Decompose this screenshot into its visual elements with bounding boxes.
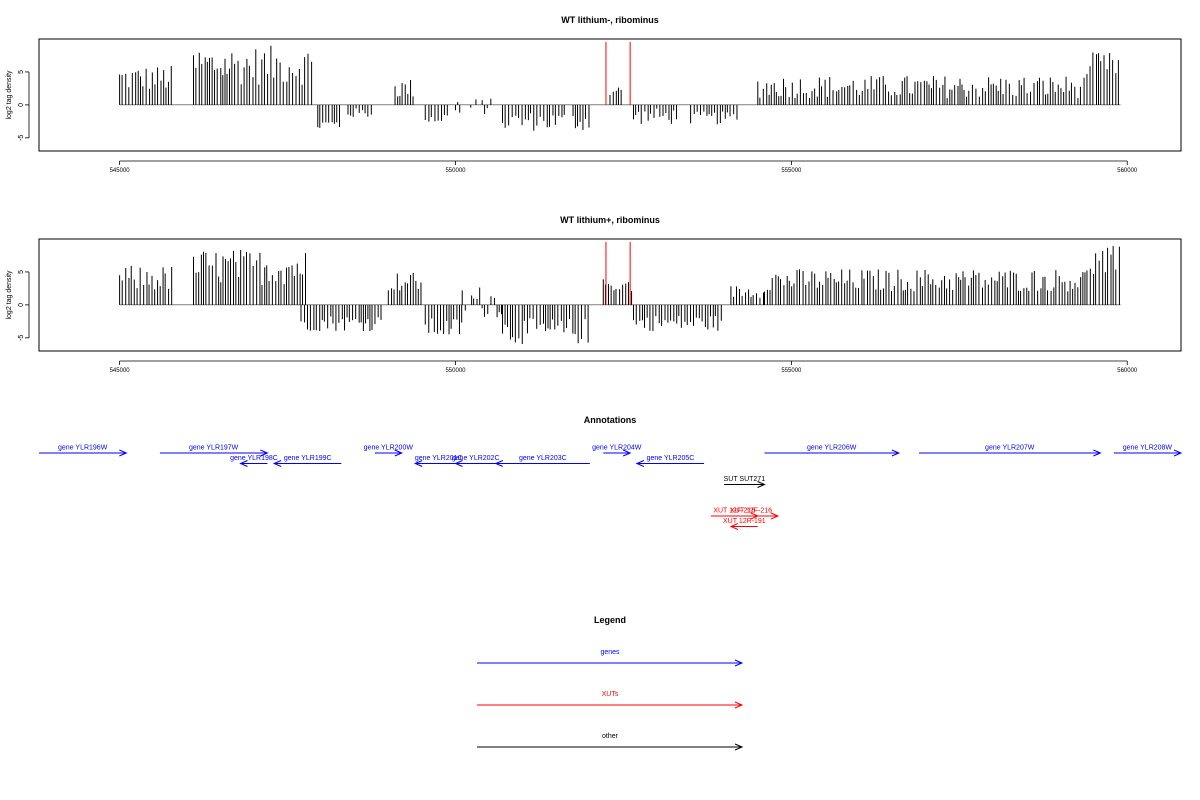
legend-arrowhead bbox=[734, 659, 744, 667]
x-tick-label: 545000 bbox=[110, 368, 131, 374]
feature-label: XUT 12R-191 bbox=[723, 518, 766, 525]
feature-other: SUT SUT271 bbox=[724, 476, 766, 488]
legend-item: other bbox=[477, 733, 744, 751]
feature-arrowhead bbox=[635, 460, 645, 467]
feature-gene: gene YLR207W bbox=[919, 445, 1102, 457]
feature-gene: gene YLR205C bbox=[635, 455, 705, 467]
legend-label: genes bbox=[600, 649, 620, 656]
feature-label: gene YLR204W bbox=[592, 445, 642, 452]
feature-label: gene YLR197W bbox=[189, 445, 239, 452]
legend-arrowhead bbox=[734, 743, 744, 751]
feature-arrowhead bbox=[119, 449, 128, 457]
feature-arrowhead bbox=[891, 449, 901, 457]
feature-arrowhead bbox=[1093, 449, 1102, 457]
legend-label: XUTs bbox=[602, 691, 619, 698]
feature-xut: XUT 12R-191 bbox=[723, 518, 766, 530]
feature-label: gene YLR202C bbox=[452, 455, 500, 462]
feature-arrowhead bbox=[770, 512, 780, 520]
y-tick-label: 5 bbox=[18, 70, 25, 74]
x-axis: 545000 550000 555000 560000 bbox=[110, 160, 1138, 174]
y-tick-label: 5 bbox=[18, 270, 25, 274]
x-tick-label: 545000 bbox=[110, 168, 131, 174]
feature-gene: gene YLR199C bbox=[272, 455, 342, 467]
track-title: WT lithium+, ribominus bbox=[560, 215, 660, 225]
feature-gene: gene YLR196W bbox=[39, 445, 128, 457]
y-axis-label: log2 tag density bbox=[6, 270, 13, 320]
plot-frame bbox=[38, 38, 1182, 152]
feature-label: gene YLR196W bbox=[58, 445, 108, 452]
x-tick-label: 560000 bbox=[1117, 368, 1138, 374]
feature-arrowhead bbox=[729, 523, 739, 530]
highlight-markers bbox=[605, 242, 631, 305]
legend-arrowhead bbox=[734, 701, 744, 709]
y-tick-label: 0 bbox=[18, 103, 25, 107]
y-axis: -5 0 5 bbox=[18, 270, 30, 341]
feature-xut: XUT 12F-216 bbox=[724, 508, 780, 520]
feature-label: XUT 12F-216 bbox=[713, 508, 755, 515]
feature-gene: gene YLR204W bbox=[592, 445, 642, 457]
legend-items: genes XUTs other bbox=[477, 649, 744, 751]
legend-panel: Legend genes XUTs other bbox=[477, 615, 744, 751]
x-tick-label: 555000 bbox=[781, 168, 802, 174]
legend-item: XUTs bbox=[477, 691, 744, 709]
feature-list: gene YLR196W gene YLR197W gene YLR198C gene… bbox=[39, 445, 1183, 530]
feature-label: gene YLR208W bbox=[1123, 445, 1173, 452]
feature-arrowhead bbox=[494, 460, 503, 467]
feature-label: gene YLR198C bbox=[230, 455, 278, 462]
feature-arrowhead bbox=[413, 460, 423, 467]
plot-frame bbox=[38, 238, 1182, 352]
feature-gene: gene YLR202C bbox=[452, 455, 500, 467]
x-tick-label: 555000 bbox=[781, 368, 802, 374]
feature-arrowhead bbox=[260, 449, 269, 457]
feature-gene: gene YLR206W bbox=[764, 445, 901, 457]
y-axis-label: log2 tag density bbox=[6, 70, 13, 120]
y-axis: -5 0 5 bbox=[18, 70, 30, 141]
annotations-title: Annotations bbox=[584, 415, 637, 425]
feature-label: XUT 12F-216 bbox=[730, 508, 772, 515]
x-tick-label: 560000 bbox=[1117, 168, 1138, 174]
x-tick-label: 550000 bbox=[445, 168, 466, 174]
track-title: WT lithium-, ribominus bbox=[561, 15, 659, 25]
feature-label: gene YLR207W bbox=[985, 445, 1035, 452]
feature-label: gene YLR206W bbox=[807, 445, 857, 452]
y-tick-label: 0 bbox=[18, 303, 25, 307]
feature-arrowhead bbox=[394, 449, 404, 457]
highlight-markers bbox=[605, 42, 631, 105]
x-axis: 545000 550000 555000 560000 bbox=[110, 360, 1138, 374]
y-tick-label: -5 bbox=[18, 135, 25, 141]
feature-arrowhead bbox=[239, 460, 248, 467]
feature-arrowhead bbox=[1173, 449, 1183, 457]
feature-arrowhead bbox=[622, 449, 632, 457]
track-panel-lithium-minus: WT lithium-, ribominus log2 tag density … bbox=[6, 15, 1182, 174]
feature-gene: gene YLR198C bbox=[230, 455, 278, 467]
legend-label: other bbox=[602, 733, 619, 740]
track-panel-lithium-plus: WT lithium+, ribominus log2 tag density … bbox=[6, 215, 1182, 374]
feature-gene: gene YLR200W bbox=[364, 445, 414, 457]
feature-label: gene YLR203C bbox=[519, 455, 567, 462]
feature-arrowhead bbox=[272, 460, 282, 467]
feature-arrowhead bbox=[757, 481, 766, 488]
legend-item: genes bbox=[477, 649, 744, 667]
y-tick-label: -5 bbox=[18, 335, 25, 341]
legend-title: Legend bbox=[594, 615, 626, 625]
bar-series bbox=[119, 45, 1121, 131]
annotations-panel: Annotations gene YLR196W gene YLR197Wgene… bbox=[39, 415, 1183, 530]
feature-label: gene YLR201C bbox=[415, 455, 463, 462]
feature-label: gene YLR205C bbox=[647, 455, 695, 462]
feature-gene: gene YLR197W bbox=[159, 445, 269, 457]
feature-gene: gene YLR203C bbox=[494, 455, 590, 467]
feature-label: gene YLR200W bbox=[364, 445, 414, 452]
x-tick-label: 550000 bbox=[445, 368, 466, 374]
feature-arrowhead bbox=[454, 460, 463, 467]
feature-label: SUT SUT271 bbox=[724, 476, 766, 483]
feature-gene: gene YLR208W bbox=[1113, 445, 1183, 457]
feature-label: gene YLR199C bbox=[284, 455, 332, 462]
bar-series bbox=[119, 246, 1121, 345]
